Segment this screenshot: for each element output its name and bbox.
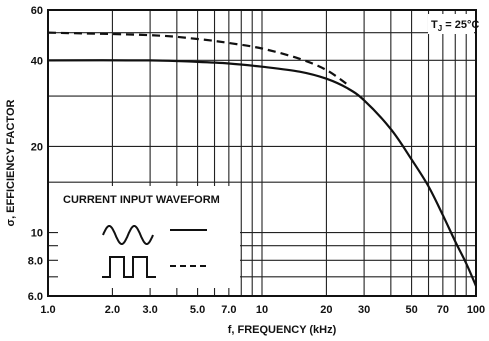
annotation-rest: = 25°C xyxy=(442,19,479,31)
grid-lines xyxy=(47,9,477,297)
svg-text:TJ = 25°C: TJ = 25°C xyxy=(431,19,479,33)
x-tick-label: 20 xyxy=(320,304,332,316)
x-tick-label: 70 xyxy=(437,304,449,316)
x-tick-label: 3.0 xyxy=(142,304,157,316)
x-tick-label: 5.0 xyxy=(190,304,205,316)
y-tick-label: 40 xyxy=(31,55,43,67)
y-tick-label: 20 xyxy=(31,141,43,153)
x-tick-label: 2.0 xyxy=(105,304,120,316)
annotation-main: T xyxy=(431,19,438,31)
x-tick-label: 50 xyxy=(405,304,417,316)
x-tick-label: 7.0 xyxy=(221,304,236,316)
x-tick-labels: 1.0 2.0 3.0 5.0 7.0 10 20 30 50 70 100 xyxy=(40,304,485,316)
data-curves xyxy=(47,31,478,287)
x-tick-label: 1.0 xyxy=(40,304,55,316)
y-tick-label: 6.0 xyxy=(28,291,43,303)
y-tick-label: 60 xyxy=(31,5,43,17)
annotation-sub: J xyxy=(438,24,442,33)
x-tick-label: 30 xyxy=(358,304,370,316)
y-tick-labels: 6.0 8.0 10 20 40 60 xyxy=(28,5,43,303)
plot-frame xyxy=(47,9,477,297)
legend-box xyxy=(58,186,240,288)
x-tick-label: 100 xyxy=(467,304,485,316)
y-tick-label: 8.0 xyxy=(28,255,43,267)
temperature-annotation: TJ = 25°C xyxy=(428,14,479,34)
square-wave-icon xyxy=(102,256,156,278)
x-axis-label: f, FREQUENCY (kHz) xyxy=(228,324,337,336)
legend: CURRENT INPUT WAVEFORM xyxy=(58,186,240,288)
sine-wave-icon xyxy=(102,225,154,245)
y-axis-label: σ, EFFICIENCY FACTOR xyxy=(5,99,17,226)
legend-title: CURRENT INPUT WAVEFORM xyxy=(63,194,220,206)
square-wave-curve xyxy=(47,31,348,86)
y-tick-label: 10 xyxy=(31,228,43,240)
sine-wave-curve xyxy=(47,59,478,287)
x-tick-label: 10 xyxy=(256,304,268,316)
